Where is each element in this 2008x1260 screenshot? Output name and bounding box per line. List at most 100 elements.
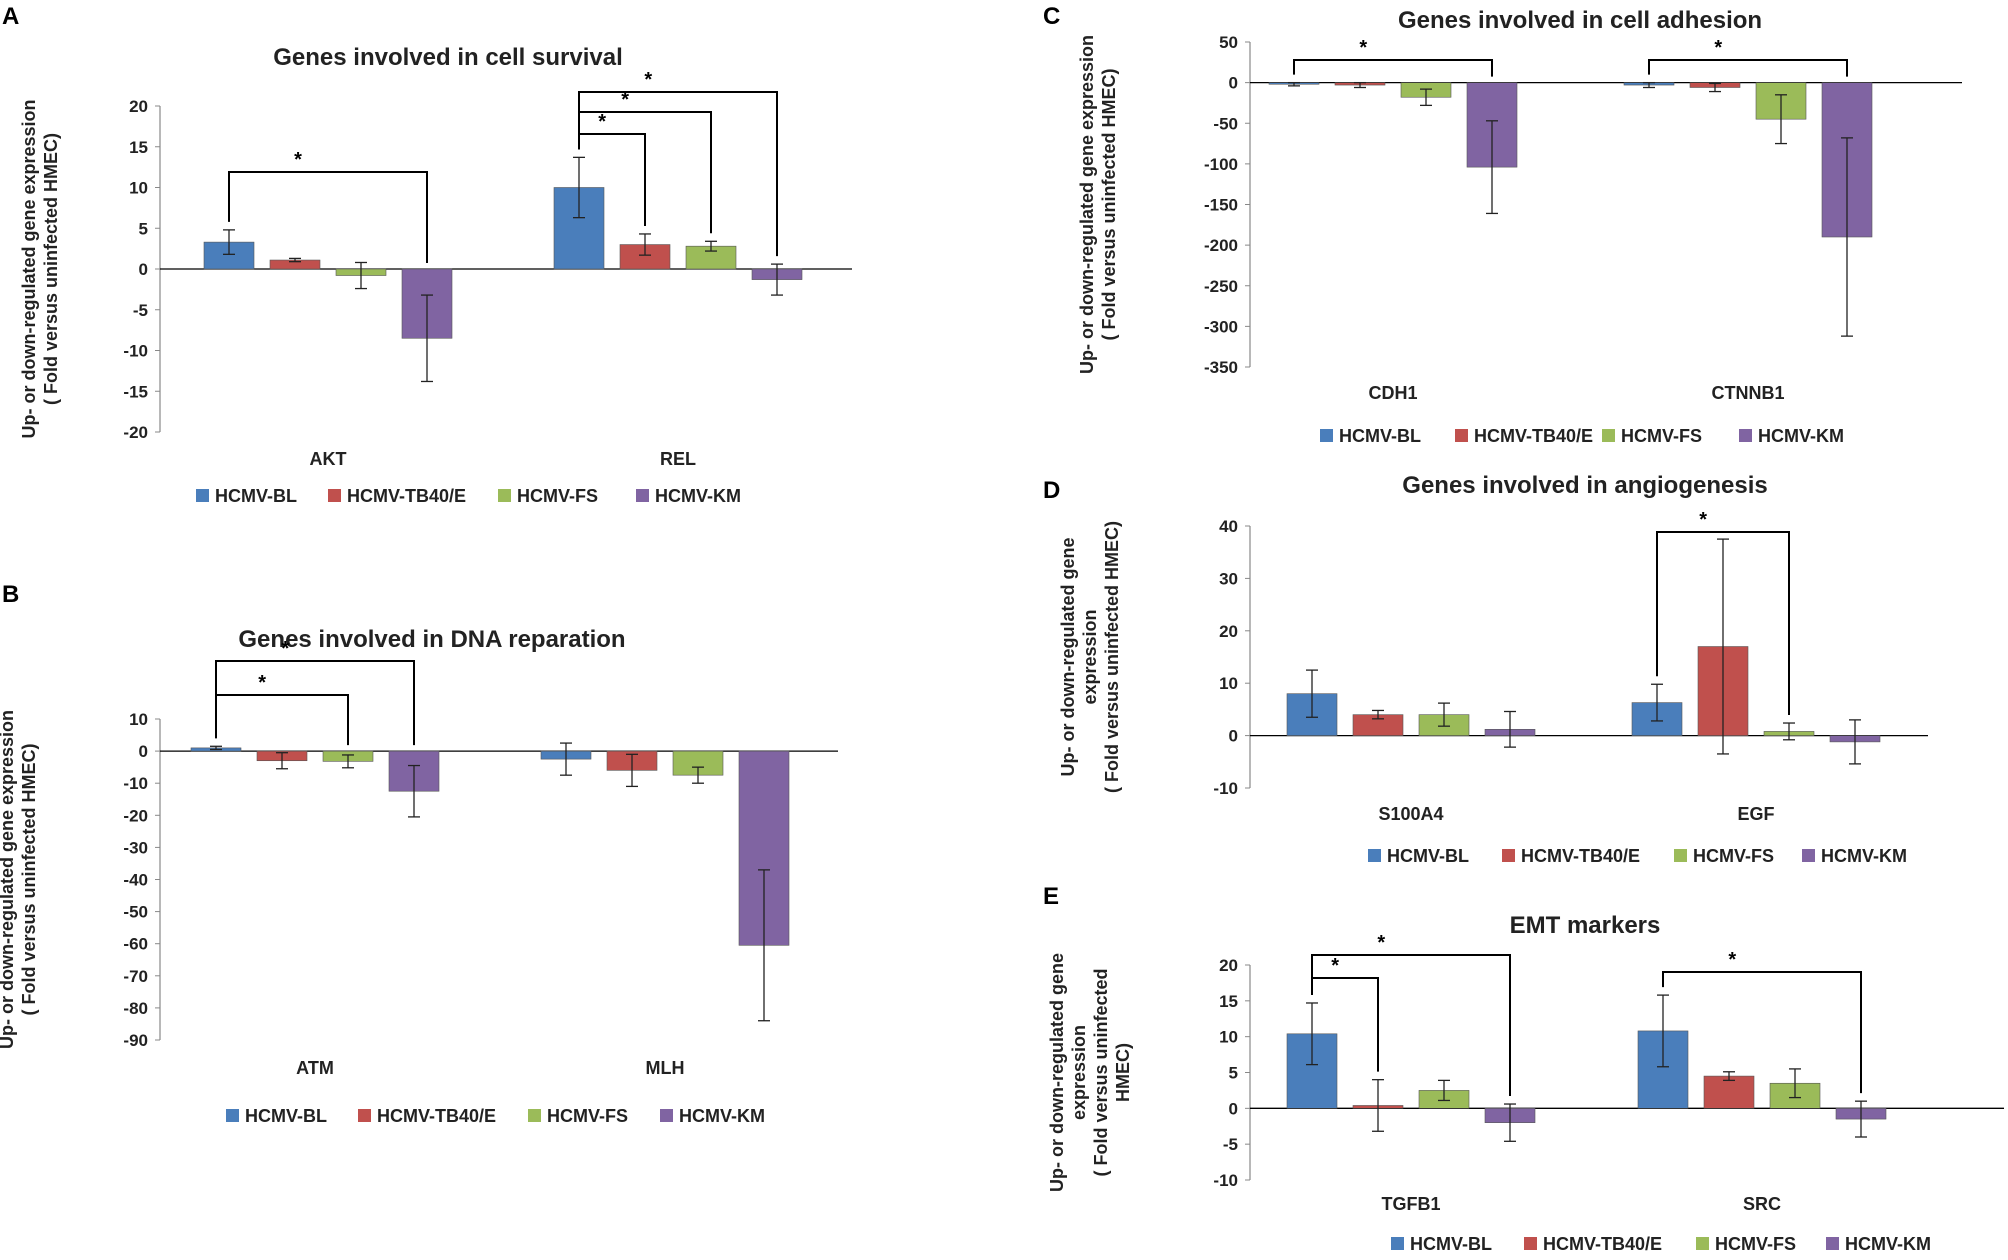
significance-bracket — [1656, 531, 1790, 716]
significance-bracket — [1293, 59, 1493, 77]
category-label: AKT — [310, 449, 347, 469]
chart-panel-b: B Genes involved in DNA reparation Up- or … — [0, 581, 838, 1126]
category-label: CTNNB1 — [1711, 383, 1784, 403]
y-tick-label: -20 — [123, 423, 148, 442]
category-label: MLH — [646, 1058, 685, 1078]
legend-label: HCMV-BL — [245, 1106, 327, 1126]
significance-bracket — [215, 660, 415, 746]
y-tick-label: 15 — [1219, 992, 1238, 1011]
y-tick-label: -50 — [123, 903, 148, 922]
y-axis-label-line: Up- or down-regulated gene expression — [0, 710, 17, 1049]
y-tick-label: -350 — [1204, 358, 1238, 377]
panel-label: C — [1043, 3, 1060, 30]
y-tick-label: 0 — [1229, 1099, 1238, 1118]
panel-label: A — [2, 3, 19, 30]
y-tick-label: -5 — [133, 301, 148, 320]
legend-label: HCMV-KM — [1821, 846, 1907, 866]
y-tick-label: -100 — [1204, 155, 1238, 174]
y-tick-label: 15 — [129, 138, 148, 157]
y-axis-label-line: Up- or down-regulated gene — [1047, 953, 1067, 1192]
legend-label: HCMV-BL — [1410, 1234, 1492, 1254]
chart-title: Genes involved in angiogenesis — [1402, 472, 1767, 499]
y-axis-label: Up- or down-regulated gene expression( Fo… — [1047, 953, 1133, 1192]
significance-bracket — [228, 171, 428, 263]
y-axis-label-line: ( Fold versus uninfected — [1091, 968, 1111, 1176]
legend-swatch — [196, 489, 209, 502]
legend-label: HCMV-FS — [1715, 1234, 1796, 1254]
legend-swatch — [660, 1109, 673, 1122]
y-tick-label: -200 — [1204, 236, 1238, 255]
legend-label: HCMV-KM — [655, 486, 741, 506]
category-label: S100A4 — [1378, 804, 1443, 824]
legend-label: HCMV-FS — [547, 1106, 628, 1126]
y-tick-label: -10 — [1213, 779, 1238, 798]
legend-label: HCMV-FS — [517, 486, 598, 506]
legend-swatch — [1391, 1237, 1404, 1250]
chart-panel-a: A Genes involved in cell survival Up- or d… — [2, 3, 852, 506]
significance-star: * — [1728, 949, 1736, 971]
legend-swatch — [1826, 1237, 1839, 1250]
category-label: EGF — [1737, 804, 1774, 824]
legend-label: HCMV-FS — [1621, 426, 1702, 446]
legend-label: HCMV-BL — [1339, 426, 1421, 446]
legend-swatch — [636, 489, 649, 502]
significance-star: * — [258, 672, 266, 694]
y-tick-label: -5 — [1223, 1135, 1238, 1154]
y-tick-label: 20 — [1219, 622, 1238, 641]
significance-star: * — [281, 638, 289, 660]
category-label: SRC — [1743, 1194, 1781, 1214]
y-tick-label: -30 — [123, 838, 148, 857]
y-tick-label: 30 — [1219, 569, 1238, 588]
significance-bracket — [215, 694, 349, 746]
y-tick-label: 0 — [1229, 727, 1238, 746]
category-label: TGFB1 — [1381, 1194, 1440, 1214]
chart-panel-c: C Genes involved in cell adhesion Up- or d… — [1043, 3, 1962, 446]
y-tick-label: 5 — [139, 219, 148, 238]
legend-swatch — [1368, 849, 1381, 862]
y-tick-label: 0 — [1229, 74, 1238, 93]
y-axis-label-line: expression — [1080, 609, 1100, 704]
y-tick-label: -80 — [123, 999, 148, 1018]
legend-swatch — [1455, 429, 1468, 442]
legend-swatch — [1602, 429, 1615, 442]
y-axis-label: Up- or down-regulated gene expression( F… — [0, 710, 39, 1049]
legend-label: HCMV-TB40/E — [1474, 426, 1593, 446]
y-tick-label: -90 — [123, 1031, 148, 1050]
legend-swatch — [1320, 429, 1333, 442]
y-tick-label: -150 — [1204, 196, 1238, 215]
legend-label: HCMV-BL — [1387, 846, 1469, 866]
legend-swatch — [358, 1109, 371, 1122]
significance-bracket — [1648, 59, 1848, 77]
legend-swatch — [1739, 429, 1752, 442]
y-tick-label: 20 — [129, 97, 148, 116]
legend-swatch — [1674, 849, 1687, 862]
y-axis-label-line: ( Fold versus uninfected HMEC) — [1102, 521, 1122, 793]
legend-swatch — [528, 1109, 541, 1122]
y-tick-label: -10 — [1213, 1171, 1238, 1190]
chart-panel-e: E EMT markers Up- or down-regulated gene ex… — [1043, 883, 2004, 1254]
legend-swatch — [226, 1109, 239, 1122]
significance-star: * — [1359, 37, 1367, 59]
y-axis-label-line: ( Fold versus uninfected HMEC) — [19, 743, 39, 1015]
significance-star: * — [1377, 932, 1385, 954]
legend-label: HCMV-TB40/E — [377, 1106, 496, 1126]
panel-label: B — [2, 581, 19, 608]
chart-panel-d: D Genes involved in angiogenesis Up- or do… — [1043, 472, 1928, 866]
y-tick-label: 20 — [1219, 956, 1238, 975]
y-tick-label: -10 — [123, 342, 148, 361]
significance-star: * — [1331, 955, 1339, 977]
y-tick-label: 10 — [129, 179, 148, 198]
y-axis-label-line: Up- or down-regulated gene expression — [19, 99, 39, 438]
legend-label: HCMV-TB40/E — [347, 486, 466, 506]
y-tick-label: 40 — [1219, 517, 1238, 536]
legend-label: HCMV-KM — [679, 1106, 765, 1126]
significance-star: * — [644, 69, 652, 91]
y-tick-label: 10 — [1219, 674, 1238, 693]
chart-title: Genes involved in DNA reparation — [238, 626, 625, 653]
legend-label: HCMV-KM — [1845, 1234, 1931, 1254]
bar-hcmv-tb40-e-src — [1703, 1075, 1755, 1109]
y-tick-label: -10 — [123, 774, 148, 793]
chart-title: EMT markers — [1510, 912, 1661, 939]
y-axis-label: Up- or down-regulated gene expression( Fo… — [1058, 521, 1122, 793]
